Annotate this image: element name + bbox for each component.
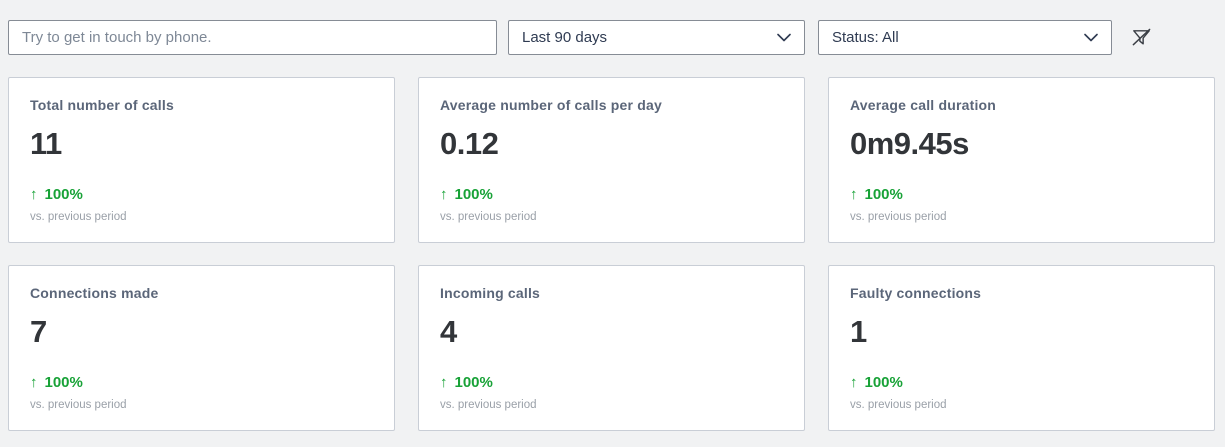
change-percent: 100% bbox=[864, 186, 903, 203]
card-value: 7 bbox=[30, 314, 47, 349]
change-percent: 100% bbox=[454, 186, 493, 203]
card-value: 4 bbox=[440, 314, 457, 349]
status-dropdown[interactable]: Status: All bbox=[818, 20, 1112, 55]
up-arrow-icon: ↑ bbox=[440, 186, 448, 203]
change-percent: 100% bbox=[44, 186, 83, 203]
change-indicator: ↑ 100% bbox=[440, 374, 783, 392]
date-range-dropdown[interactable]: Last 90 days bbox=[508, 20, 805, 55]
date-range-value: Last 90 days bbox=[522, 29, 608, 46]
change-indicator: ↑ 100% bbox=[30, 374, 373, 392]
up-arrow-icon: ↑ bbox=[850, 374, 858, 391]
filters-toolbar: Last 90 days Status: All bbox=[0, 0, 1225, 55]
stat-card-incoming-calls: Incoming calls 4 ↑ 100% vs. previous per… bbox=[418, 265, 805, 431]
change-percent: 100% bbox=[44, 374, 83, 391]
card-title: Average call duration bbox=[850, 97, 997, 113]
change-percent: 100% bbox=[864, 374, 903, 391]
search-input[interactable] bbox=[8, 20, 497, 55]
change-indicator: ↑ 100% bbox=[850, 374, 1193, 392]
up-arrow-icon: ↑ bbox=[850, 186, 858, 203]
stat-card-faulty-connections: Faulty connections 1 ↑ 100% vs. previous… bbox=[828, 265, 1215, 431]
card-value: 0m9.45s bbox=[850, 126, 969, 161]
comparison-label: vs. previous period bbox=[30, 399, 127, 411]
change-percent: 100% bbox=[454, 374, 493, 391]
comparison-label: vs. previous period bbox=[30, 211, 127, 223]
chevron-down-icon bbox=[1084, 33, 1098, 42]
change-indicator: ↑ 100% bbox=[30, 186, 373, 204]
chevron-down-icon bbox=[777, 33, 791, 42]
up-arrow-icon: ↑ bbox=[440, 374, 448, 391]
card-value: 11 bbox=[30, 126, 62, 161]
clear-filters-button[interactable] bbox=[1126, 23, 1156, 53]
change-indicator: ↑ 100% bbox=[850, 186, 1193, 204]
card-value: 1 bbox=[850, 314, 867, 349]
comparison-label: vs. previous period bbox=[440, 399, 537, 411]
comparison-label: vs. previous period bbox=[440, 211, 537, 223]
stat-card-total-calls: Total number of calls 11 ↑ 100% vs. prev… bbox=[8, 77, 395, 243]
up-arrow-icon: ↑ bbox=[30, 374, 38, 391]
card-title: Average number of calls per day bbox=[440, 97, 662, 113]
card-title: Faulty connections bbox=[850, 285, 982, 301]
comparison-label: vs. previous period bbox=[850, 211, 947, 223]
card-title: Incoming calls bbox=[440, 285, 541, 301]
stats-grid: Total number of calls 11 ↑ 100% vs. prev… bbox=[8, 77, 1217, 431]
up-arrow-icon: ↑ bbox=[30, 186, 38, 203]
filter-off-icon bbox=[1132, 28, 1150, 46]
status-value: Status: All bbox=[832, 29, 899, 46]
change-indicator: ↑ 100% bbox=[440, 186, 783, 204]
card-title: Total number of calls bbox=[30, 97, 174, 113]
stat-card-avg-call-duration: Average call duration 0m9.45s ↑ 100% vs.… bbox=[828, 77, 1215, 243]
stat-card-connections-made: Connections made 7 ↑ 100% vs. previous p… bbox=[8, 265, 395, 431]
comparison-label: vs. previous period bbox=[850, 399, 947, 411]
card-value: 0.12 bbox=[440, 126, 499, 161]
stat-card-avg-calls-per-day: Average number of calls per day 0.12 ↑ 1… bbox=[418, 77, 805, 243]
card-title: Connections made bbox=[30, 285, 159, 301]
